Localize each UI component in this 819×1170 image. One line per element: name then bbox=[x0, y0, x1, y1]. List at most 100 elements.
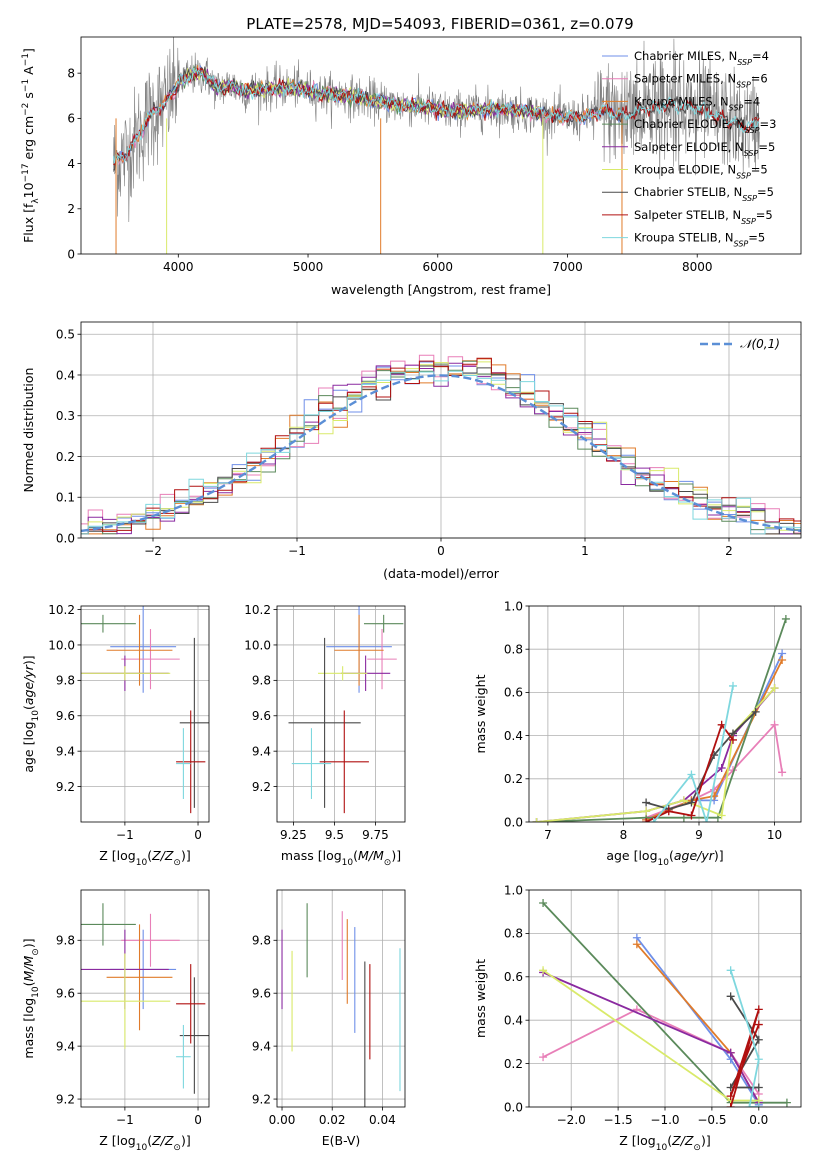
x-tick-label: 7000 bbox=[552, 260, 583, 274]
plot-area bbox=[281, 903, 401, 1107]
figure-title: PLATE=2578, MJD=54093, FIBERID=0361, z=0… bbox=[246, 15, 633, 33]
weight-vs-metallicity-plot: −2.0 −1.5 −1.0 −0.5 0.0 0.0 0.2 0.4 0.6 0.8 1.0 Z [… bbox=[473, 883, 802, 1153]
y-tick-label: 9.2 bbox=[56, 780, 75, 794]
y-tick-label: 0.2 bbox=[504, 1057, 523, 1071]
weight-marker bbox=[729, 735, 737, 744]
y-tick-label: 2 bbox=[67, 202, 75, 216]
axes-frame bbox=[276, 889, 406, 1108]
x-tick-label: −1 bbox=[288, 544, 306, 558]
weight-marker bbox=[781, 614, 790, 623]
weight-marker bbox=[539, 899, 548, 908]
weight-marker bbox=[754, 1005, 763, 1014]
legend-label-kroupa-stelib: Kroupa STELIB, NSSP=5 bbox=[634, 231, 765, 249]
weight-marker bbox=[726, 1048, 735, 1057]
y-tick-label: 9.4 bbox=[56, 1039, 75, 1053]
weight-marker bbox=[726, 966, 735, 975]
y-tick-label: 9.4 bbox=[56, 744, 75, 758]
x-axis-label: wavelength [Angstrom, rest frame] bbox=[331, 282, 551, 297]
y-tick-label: 9.8 bbox=[56, 934, 75, 948]
y-tick-label: 0.0 bbox=[56, 531, 75, 545]
y-tick-label: 9.2 bbox=[252, 1092, 271, 1106]
errorbar-chabrier-elodie bbox=[81, 614, 136, 633]
errorbar-kroupa-elodie bbox=[81, 666, 171, 681]
plot-area bbox=[81, 903, 209, 1094]
y-tick-label: 10.0 bbox=[48, 638, 75, 652]
plot-area bbox=[112, 37, 760, 254]
x-tick-label: −1.0 bbox=[650, 1113, 679, 1127]
x-tick-label: −1.5 bbox=[604, 1113, 633, 1127]
y-axis-label: mass weight bbox=[473, 959, 488, 1038]
errorbar-kroupa-elodie bbox=[81, 953, 171, 1049]
weight-marker bbox=[754, 1083, 763, 1092]
y-tick-label: 0.6 bbox=[504, 970, 523, 984]
x-tick-label: 0 bbox=[194, 1113, 202, 1127]
x-axis-label: (data-model)/error bbox=[383, 566, 500, 581]
mass-vs-metallicity-plot: −1 0 9.2 9.4 9.6 9.8 Z [log10(Z/Z⊙)] mass [log1… bbox=[21, 889, 210, 1153]
errorbar-salpeter-miles bbox=[121, 629, 180, 690]
y-tick-label: 0.2 bbox=[504, 772, 523, 786]
y-tick-label: 0.0 bbox=[504, 815, 523, 829]
errorbar-salpeter-stelib bbox=[176, 710, 206, 814]
weight-marker bbox=[632, 940, 641, 949]
weight-line-kroupa-elodie bbox=[542, 969, 759, 1102]
y-tick-label: 9.8 bbox=[56, 674, 75, 688]
y-tick-label: 0.4 bbox=[504, 729, 523, 743]
age-vs-mass-plot: 9.25 9.5 9.75 9.2 9.4 9.6 9.8 10.0 10.2 mass [log… bbox=[244, 603, 406, 868]
weight-marker bbox=[687, 811, 696, 820]
x-tick-label: 0 bbox=[194, 828, 202, 842]
x-tick-label: 0.02 bbox=[319, 1113, 346, 1127]
y-tick-label: 9.2 bbox=[252, 780, 271, 794]
x-tick-label: 2 bbox=[725, 544, 733, 558]
weight-marker bbox=[754, 1055, 763, 1064]
residual-histogram-kroupa-stelib bbox=[81, 370, 801, 535]
errorbar-chabrier-stelib bbox=[179, 977, 209, 1094]
weight-line-kroupa-stelib bbox=[652, 685, 734, 822]
y-tick-label: 0.3 bbox=[56, 409, 75, 423]
y-tick-label: 0.5 bbox=[56, 328, 75, 342]
errorbar-chabrier-miles bbox=[110, 606, 177, 693]
errorbar-salpeter-stelib bbox=[176, 964, 206, 1044]
x-axis-label: mass [log10(M/M⊙)] bbox=[281, 848, 401, 868]
legend-label-gaussian: 𝒩(0,1) bbox=[740, 337, 780, 351]
errorbar-kroupa-miles bbox=[334, 614, 384, 686]
x-tick-label: 8 bbox=[620, 828, 628, 842]
y-tick-label: 9.8 bbox=[252, 674, 271, 688]
x-axis-label: Z [log10(Z/Z⊙)] bbox=[99, 848, 190, 868]
weight-line-kroupa-stelib bbox=[729, 970, 760, 1107]
errorbar-salpeter-miles bbox=[367, 629, 397, 690]
weight-marker bbox=[726, 992, 735, 1001]
weight-marker bbox=[539, 1053, 548, 1062]
axes-frame bbox=[528, 605, 802, 823]
model-spectrum-kroupa-stelib bbox=[112, 67, 760, 164]
weight-marker bbox=[726, 1103, 735, 1107]
errorbar-kroupa-elodie bbox=[318, 666, 368, 681]
weight-marker bbox=[717, 720, 726, 729]
x-tick-label: 9.25 bbox=[280, 828, 307, 842]
errorbar-kroupa-miles bbox=[106, 614, 173, 686]
y-tick-label: 0.8 bbox=[504, 643, 523, 657]
x-axis-label: E(B-V) bbox=[322, 1133, 361, 1148]
y-tick-label: 9.2 bbox=[56, 1092, 75, 1106]
y-tick-label: 0 bbox=[67, 247, 75, 261]
y-tick-label: 0.0 bbox=[504, 1100, 523, 1114]
y-tick-label: 9.6 bbox=[56, 709, 75, 723]
weight-vs-age-plot: 7 8 9 10 0.0 0.2 0.4 0.6 0.8 1.0 age [log10(age/yr… bbox=[473, 599, 802, 868]
weight-marker bbox=[745, 1103, 754, 1107]
x-tick-label: −1 bbox=[116, 1113, 134, 1127]
y-tick-label: 8 bbox=[67, 66, 75, 80]
weight-marker bbox=[770, 720, 779, 729]
y-axis-label: age [log10(age/yr)] bbox=[21, 655, 41, 772]
y-tick-label: 9.6 bbox=[252, 709, 271, 723]
weight-marker bbox=[642, 818, 651, 822]
weight-marker bbox=[754, 1035, 763, 1044]
y-tick-label: 0.2 bbox=[56, 450, 75, 464]
y-tick-label: 9.6 bbox=[252, 987, 271, 1001]
legend-label-salpeter-miles: Salpeter MILES, NSSP=6 bbox=[634, 72, 768, 90]
weight-marker bbox=[642, 807, 651, 816]
legend-label-kroupa-miles: Kroupa MILES, NSSP=4 bbox=[634, 94, 760, 112]
residual-histogram-plot: −2 −1 0 1 2 0.0 0.1 0.2 0.3 0.4 0.5 (data-model)/er… bbox=[21, 321, 802, 581]
x-tick-label: 5000 bbox=[293, 260, 324, 274]
x-tick-label: 8000 bbox=[682, 260, 713, 274]
weight-marker bbox=[649, 818, 658, 822]
axes-frame bbox=[80, 36, 802, 255]
